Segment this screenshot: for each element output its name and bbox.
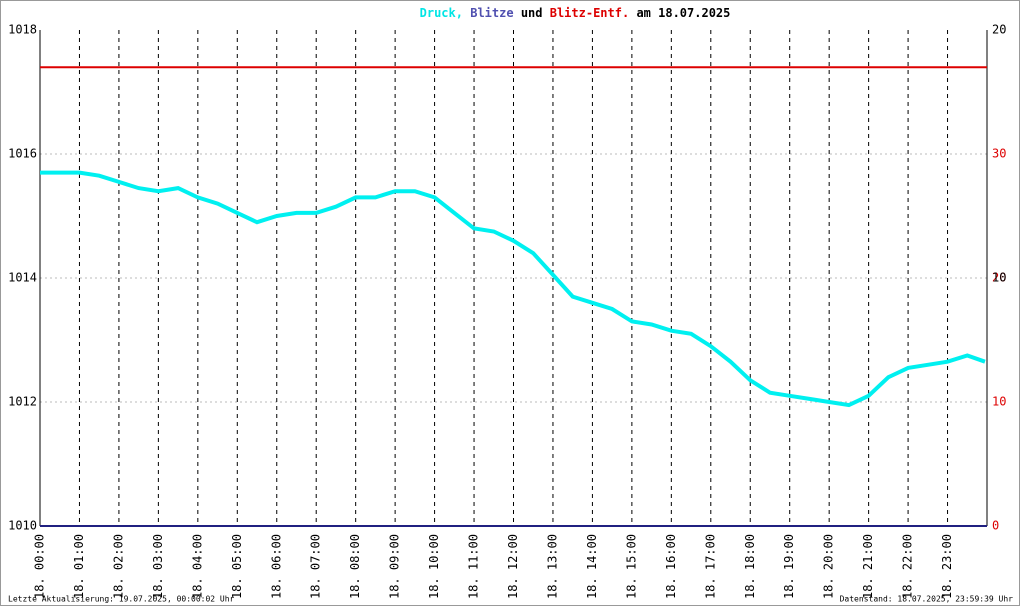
- y-tick-label: 1018: [8, 23, 37, 37]
- x-tick-label: 18. 23:00: [940, 534, 954, 599]
- y-tick-label: 1016: [8, 147, 37, 161]
- y-tick-label: 1014: [8, 271, 37, 285]
- y3-tick-label: 10: [992, 271, 1006, 285]
- x-tick-label: 18. 19:00: [782, 534, 796, 599]
- series-line: [40, 170, 986, 408]
- footer-left: Letzte Aktualisierung: 19.07.2025, 00:00…: [8, 595, 235, 604]
- title-part: und: [521, 6, 543, 20]
- x-tick-label: 18. 13:00: [545, 534, 559, 599]
- title-part: Blitze: [470, 6, 513, 20]
- x-tick-label: 18. 16:00: [664, 534, 678, 599]
- title-part: Blitz-Entf.: [550, 6, 629, 20]
- y-tick-label: 1010: [8, 519, 37, 533]
- x-tick-label: 18. 06:00: [269, 534, 283, 599]
- title-part: am 18.07.2025: [636, 6, 730, 20]
- y3-tick-label: 20: [992, 23, 1006, 37]
- y2-tick-label: 30: [992, 147, 1006, 161]
- x-tick-label: 18. 09:00: [388, 534, 402, 599]
- y-tick-label: 1012: [8, 395, 37, 409]
- x-tick-label: 18. 12:00: [506, 534, 520, 599]
- x-tick-label: 18. 04:00: [190, 534, 204, 599]
- footer-right: Datenstand: 18.07.2025, 23:59:39 Uhr: [840, 595, 1014, 604]
- x-tick-label: 18. 15:00: [624, 534, 638, 599]
- x-tick-label: 18. 01:00: [72, 534, 86, 599]
- x-tick-label: 18. 14:00: [585, 534, 599, 599]
- x-tick-label: 18. 07:00: [309, 534, 323, 599]
- x-tick-label: 18. 00:00: [33, 534, 47, 599]
- x-tick-label: 18. 05:00: [230, 534, 244, 599]
- x-tick-label: 18. 18:00: [743, 534, 757, 599]
- title-part: Druck,: [420, 6, 463, 20]
- x-tick-label: 18. 11:00: [467, 534, 481, 599]
- x-tick-label: 18. 02:00: [111, 534, 125, 599]
- y2-tick-label: 0: [992, 519, 999, 533]
- x-tick-label: 18. 10:00: [427, 534, 441, 599]
- x-tick-label: 18. 03:00: [151, 534, 165, 599]
- x-tick-label: 18. 21:00: [861, 534, 875, 599]
- y2-tick-label: 20: [992, 271, 1006, 285]
- y2-tick-label: 10: [992, 395, 1006, 409]
- x-tick-label: 18. 08:00: [348, 534, 362, 599]
- x-tick-label: 18. 17:00: [703, 534, 717, 599]
- x-tick-label: 18. 20:00: [822, 534, 836, 599]
- chart-title: Druck, Blitze und Blitz-Entf. am 18.07.2…: [420, 6, 731, 20]
- x-tick-label: 18. 22:00: [901, 534, 915, 599]
